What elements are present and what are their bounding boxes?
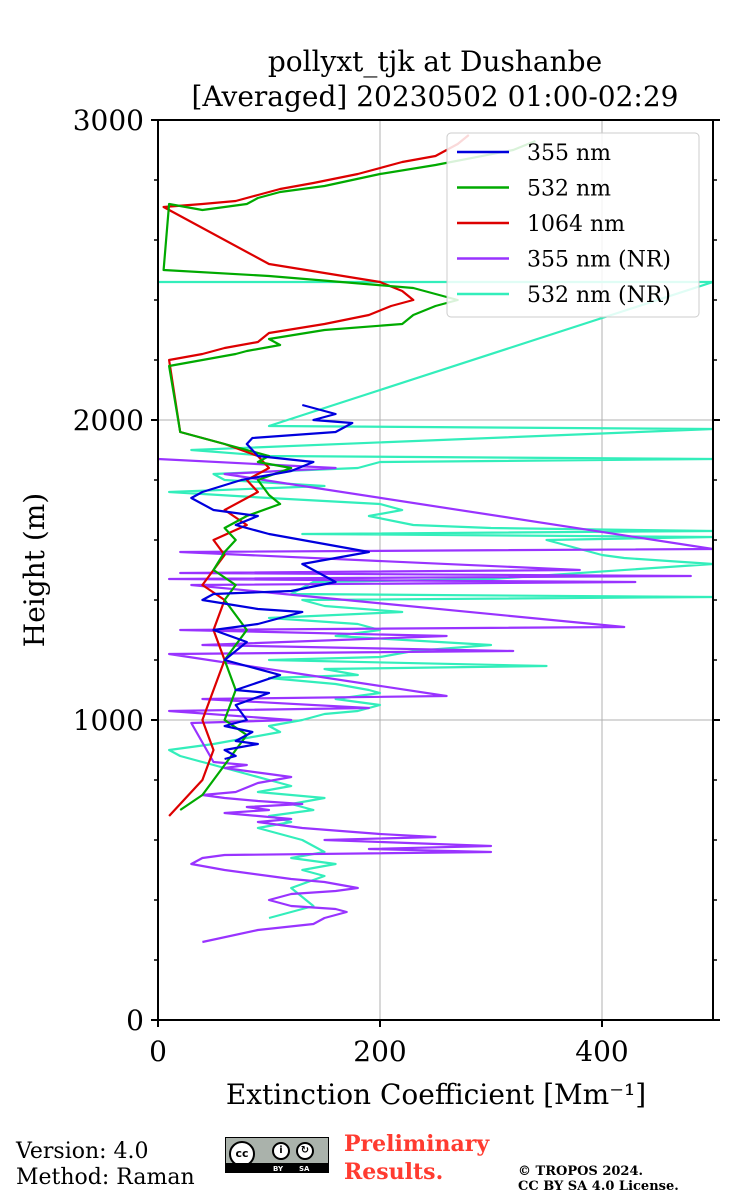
y-tick-label: 1000 xyxy=(73,704,144,737)
legend: 355 nm 532 nm 1064 nm 355 nm (NR) 532 nm (NR… xyxy=(446,132,700,318)
copyright-line2: CC BY SA 4.0 License. xyxy=(518,1179,679,1194)
badge-bar xyxy=(226,1163,328,1172)
copyright: © TROPOS 2024. CC BY SA 4.0 License. xyxy=(518,1164,679,1194)
legend-label: 532 nm xyxy=(527,177,611,202)
plot-series xyxy=(158,134,713,944)
y-tick-label: 3000 xyxy=(73,104,144,137)
x-tick-label: 0 xyxy=(149,1035,167,1068)
chart-subtitle: [Averaged] 20230502 01:00-02:29 xyxy=(192,80,679,113)
preliminary-results: Preliminary Results. xyxy=(344,1130,489,1186)
x-tick-label: 200 xyxy=(353,1035,406,1068)
series-line-4 xyxy=(158,280,713,920)
legend-label: 355 nm (NR) xyxy=(527,248,671,273)
copyright-line1: © TROPOS 2024. xyxy=(518,1164,644,1179)
version-text: Version: 4.0 xyxy=(16,1139,149,1164)
plot-frame xyxy=(157,119,714,1021)
axis-ticks: 0 200 400 0 1000 2000 3000 xyxy=(73,104,720,1068)
sa-label: SA xyxy=(299,1165,310,1173)
by-icon: i xyxy=(272,1142,290,1160)
series-line-2 xyxy=(162,134,470,817)
y-axis-label: Height (m) xyxy=(18,493,51,647)
y-tick-label: 0 xyxy=(126,1004,144,1037)
y-tick-label: 2000 xyxy=(73,404,144,437)
by-label: BY xyxy=(273,1165,284,1173)
method-text: Method: Raman xyxy=(16,1165,195,1190)
x-axis-label: Extinction Coefficient [Mm⁻¹] xyxy=(226,1078,646,1111)
version-info: Version: 4.0 Method: Raman xyxy=(16,1139,195,1191)
legend-box xyxy=(446,132,700,318)
prelim-line2: Results. xyxy=(344,1159,444,1185)
prelim-line1: Preliminary xyxy=(344,1131,490,1157)
legend-label: 355 nm xyxy=(527,141,611,166)
series-line-0 xyxy=(190,403,370,761)
sa-icon: ↻ xyxy=(296,1142,314,1160)
legend-label: 1064 nm xyxy=(527,212,625,237)
cc-by-sa-icon: cc i ↻ BY SA xyxy=(225,1137,329,1173)
chart-title: pollyxt_tjk at Dushanbe xyxy=(268,45,602,78)
series-line-3 xyxy=(158,457,713,944)
legend-label: 532 nm (NR) xyxy=(527,283,671,308)
x-tick-label: 400 xyxy=(575,1035,628,1068)
